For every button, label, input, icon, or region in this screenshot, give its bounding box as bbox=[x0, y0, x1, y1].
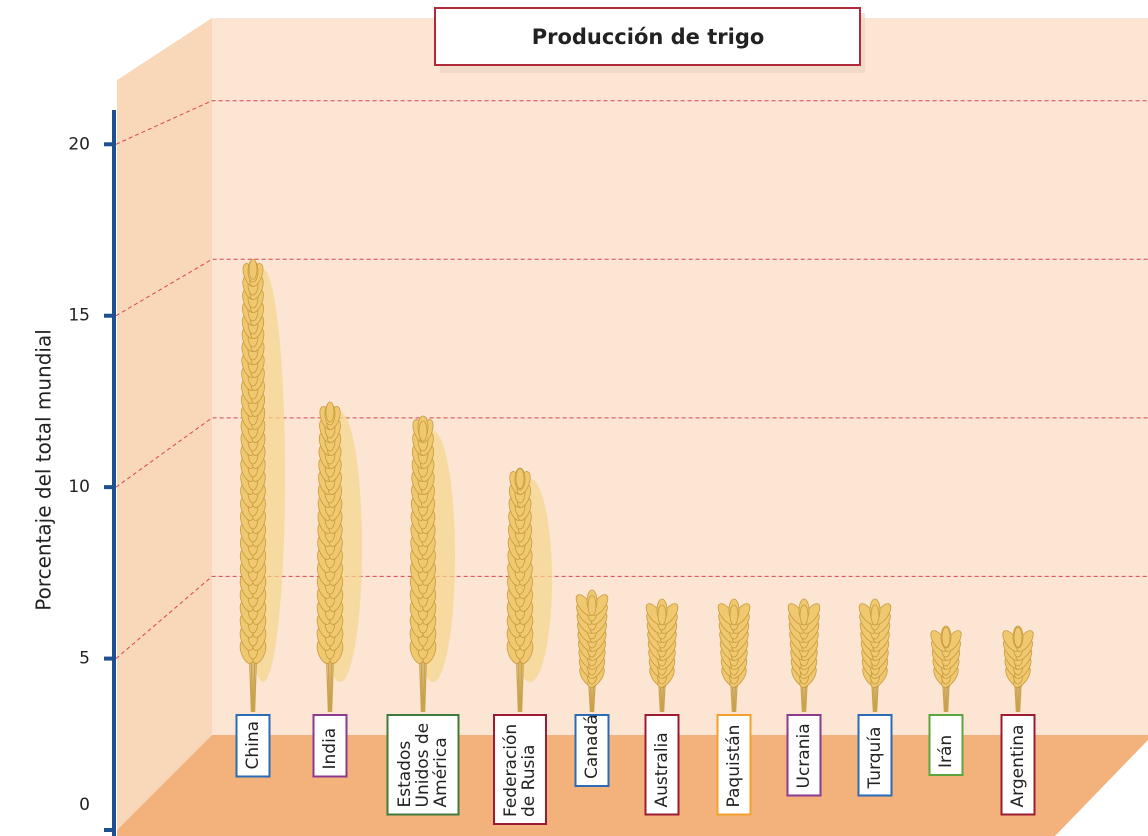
category-label: Ucrania bbox=[794, 723, 814, 788]
title-box bbox=[434, 7, 861, 66]
category-label: Australia bbox=[652, 732, 672, 807]
label-box bbox=[312, 714, 348, 778]
label-box bbox=[857, 714, 893, 797]
category-label: China bbox=[243, 721, 263, 770]
wheat-ear bbox=[409, 415, 455, 713]
wheat-ear bbox=[1002, 625, 1034, 713]
grain-tip bbox=[587, 595, 597, 616]
marks bbox=[239, 258, 1034, 713]
y-tick-label: 5 bbox=[79, 649, 90, 669]
y-tick-label: 20 bbox=[68, 134, 90, 154]
category-line: Irán bbox=[936, 735, 956, 768]
grain-tip bbox=[941, 626, 951, 648]
label-box bbox=[574, 714, 610, 787]
y-tick-label: 10 bbox=[68, 477, 90, 497]
category-line: Turquía bbox=[865, 727, 885, 790]
category-label: Paquistán bbox=[724, 725, 744, 808]
category-label: Canadá bbox=[582, 714, 602, 779]
category-label: Irán bbox=[936, 735, 956, 768]
category-label: Turquía bbox=[865, 727, 885, 790]
wheat-ear bbox=[645, 598, 679, 713]
category-line: Ucrania bbox=[794, 723, 814, 788]
label-box bbox=[928, 714, 964, 776]
y-axis-label: Porcentaje del total mundial bbox=[32, 329, 56, 611]
category-line: Australia bbox=[652, 732, 672, 807]
category-line: Estados bbox=[395, 741, 415, 808]
wheat-ear bbox=[506, 467, 552, 713]
grain-tip bbox=[1013, 626, 1023, 648]
wheat-ear bbox=[930, 625, 962, 713]
grain-tip bbox=[325, 401, 335, 423]
grain-tip bbox=[515, 468, 525, 490]
category-line: Argentina bbox=[1008, 725, 1028, 808]
side-wall bbox=[117, 18, 212, 830]
grain-tip bbox=[799, 604, 809, 626]
grid-line bbox=[115, 100, 1148, 145]
label-box bbox=[386, 714, 460, 816]
grain-tip bbox=[248, 258, 258, 280]
grain-tip bbox=[870, 604, 880, 626]
category-line: Federación bbox=[501, 724, 521, 817]
category-line: de Rusia bbox=[519, 745, 539, 817]
category-label: EstadosUnidos deAmérica bbox=[395, 723, 451, 808]
wheat-ear bbox=[239, 258, 285, 713]
category-line: China bbox=[243, 721, 263, 770]
y-tick-label: 0 bbox=[79, 795, 90, 815]
label-box bbox=[786, 714, 822, 797]
grain-tip bbox=[729, 604, 739, 626]
category-label: Argentina bbox=[1008, 725, 1028, 808]
floor bbox=[117, 735, 1148, 836]
category-line: India bbox=[320, 728, 340, 770]
wheat-ear bbox=[575, 589, 609, 713]
category-line: Paquistán bbox=[724, 725, 744, 808]
grid-line bbox=[115, 575, 1148, 659]
label-box bbox=[1000, 714, 1036, 816]
category-label: India bbox=[320, 728, 340, 770]
wheat-ear bbox=[717, 598, 751, 713]
label-box bbox=[493, 714, 547, 825]
grain-tip bbox=[657, 604, 667, 626]
grid-line bbox=[115, 417, 1148, 488]
label-box bbox=[235, 714, 271, 778]
wheat-ear bbox=[787, 598, 821, 713]
wheat-ear bbox=[316, 401, 362, 713]
category-label: Federaciónde Rusia bbox=[501, 724, 539, 817]
chart-title: Producción de trigo bbox=[532, 25, 765, 49]
wheat-ear bbox=[858, 598, 892, 713]
category-line: Canadá bbox=[582, 714, 602, 779]
grid bbox=[115, 100, 1148, 659]
category-line: América bbox=[431, 737, 451, 807]
back-wall bbox=[212, 18, 1148, 735]
label-box bbox=[716, 714, 752, 816]
grid-line bbox=[115, 258, 1148, 317]
grain-tip bbox=[418, 420, 428, 442]
y-tick-label: 15 bbox=[68, 306, 90, 326]
label-box bbox=[644, 714, 680, 816]
category-line: Unidos de bbox=[413, 723, 433, 808]
